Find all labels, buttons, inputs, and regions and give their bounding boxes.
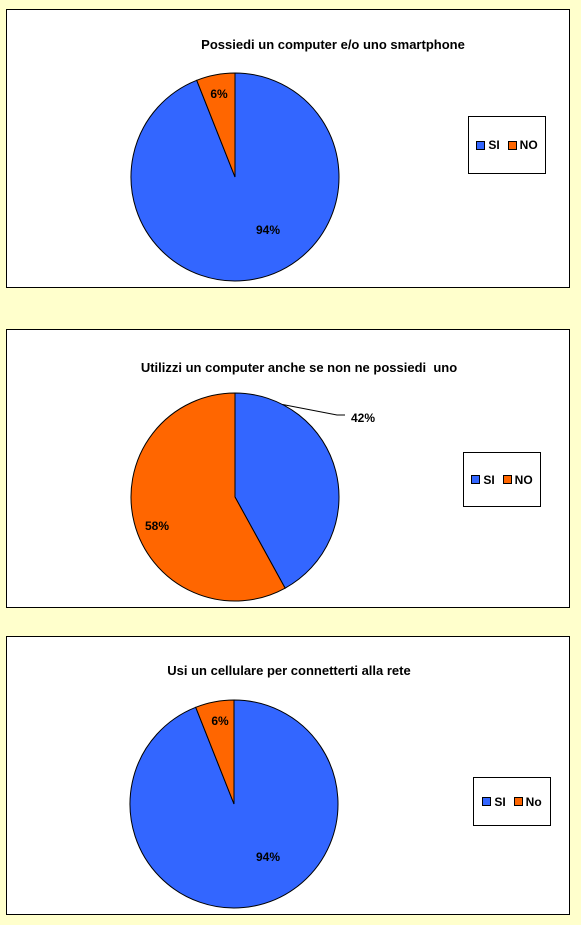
legend-swatch-no [513, 797, 523, 806]
legend-swatch-si [482, 797, 492, 806]
pie-slice-no [130, 392, 286, 602]
pie-chart: 94% 6% [129, 699, 339, 909]
chart-title: Possiedi un computer e/o uno smartphone [201, 37, 465, 52]
legend-item-no: NO [502, 472, 533, 487]
legend-label-no: No [525, 794, 542, 809]
chart-panel-computer-smartphone: Possiedi un computer e/o uno smartphone … [6, 9, 570, 288]
pie-chart: 94% 6% [130, 72, 340, 282]
chart-panel-computer-usage: Utilizzi un computer anche se non ne pos… [6, 329, 570, 608]
pie-slice-no [195, 699, 235, 805]
chart-legend: SI NO [463, 452, 541, 507]
legend-item-no: No [513, 794, 542, 809]
data-label-no: 6% [210, 87, 228, 101]
legend-item-si: SI [471, 472, 495, 487]
pie-chart: 42% 58% [130, 392, 375, 602]
legend-label-si: SI [488, 138, 500, 152]
legend-label-si: SI [494, 794, 506, 809]
chart-title: Usi un cellulare per connetterti alla re… [167, 663, 411, 678]
legend-swatch-no [502, 475, 512, 484]
legend-swatch-si [471, 475, 481, 484]
pie-slice-no [196, 72, 236, 178]
data-label-no: 6% [211, 714, 229, 728]
legend-swatch-no [507, 140, 517, 150]
legend-swatch-si [476, 140, 486, 150]
chart-panel-mobile-connection: Usi un cellulare per connetterti alla re… [6, 636, 570, 915]
data-label-si: 42% [351, 411, 375, 425]
label-leader-line [282, 404, 345, 416]
legend-item-no: NO [507, 138, 538, 152]
data-label-no: 58% [145, 519, 169, 533]
legend-item-si: SI [476, 138, 500, 152]
pie-slice-si [234, 392, 340, 589]
legend-label-no: NO [514, 472, 533, 487]
chart-title: Utilizzi un computer anche se non ne pos… [140, 360, 458, 375]
chart-legend: SI NO [468, 116, 546, 174]
data-label-si: 94% [256, 850, 280, 864]
chart-legend: SI No [473, 777, 551, 826]
data-label-si: 94% [256, 223, 280, 237]
legend-label-no: NO [519, 138, 538, 152]
legend-label-si: SI [483, 472, 495, 487]
legend-item-si: SI [482, 794, 506, 809]
